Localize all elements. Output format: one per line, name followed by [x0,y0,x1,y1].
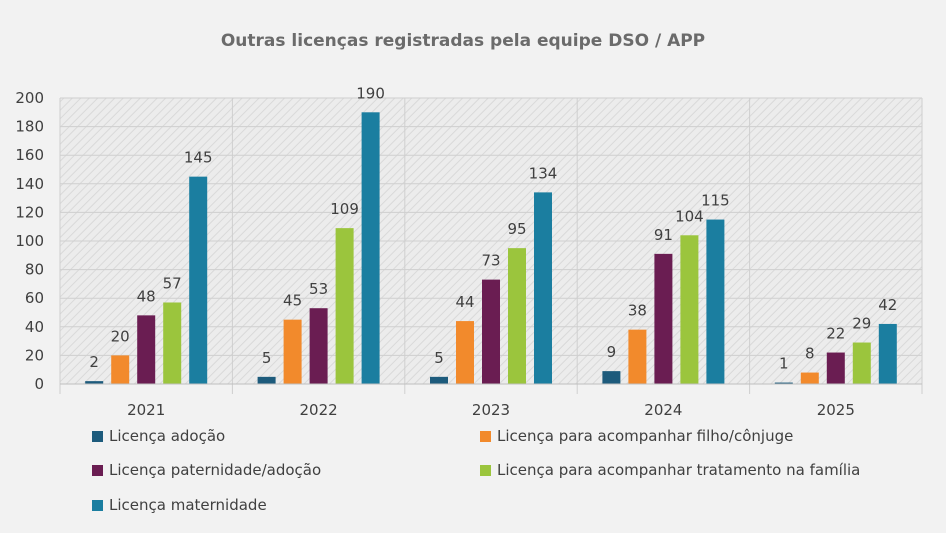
bar [283,319,302,384]
bar [361,112,380,385]
bar [189,176,208,384]
y-tick-label: 200 [15,89,44,107]
data-label: 22 [826,325,845,343]
data-label: 95 [507,220,526,238]
data-label: 29 [852,315,871,333]
bar [335,228,354,384]
bar [85,381,104,384]
data-label: 5 [262,349,272,367]
bar [111,355,130,384]
data-label: 44 [455,293,474,311]
bar [878,323,897,384]
data-label: 53 [309,280,328,298]
bar [706,219,725,384]
bar [163,302,182,384]
y-tick-label: 120 [15,203,44,221]
bar [680,235,699,384]
data-label: 134 [529,164,558,182]
chart-title: Outras licenças registradas pela equipe … [221,31,705,51]
bar [852,342,871,384]
data-label: 1 [779,355,789,373]
x-tick-label: 2025 [817,401,855,419]
data-label: 104 [675,207,704,225]
x-tick-label: 2021 [127,401,165,419]
bar [534,192,552,384]
data-label: 115 [701,192,730,210]
data-label: 109 [330,200,359,218]
bar [800,372,819,384]
data-label: 9 [607,343,617,361]
data-label: 20 [111,327,130,345]
y-tick-label: 20 [25,346,44,364]
bar [430,376,448,384]
y-tick-label: 40 [25,318,44,336]
bar [257,376,276,384]
y-tick-label: 60 [25,289,44,307]
bar [654,253,673,384]
bar [456,321,474,384]
y-tick-label: 160 [15,146,44,164]
data-label: 42 [878,296,897,314]
bar [774,382,793,384]
data-label: 5 [434,349,444,367]
data-label: 48 [137,287,156,305]
data-label: 38 [628,302,647,320]
data-label: 45 [283,292,302,310]
data-label: 145 [184,149,213,167]
y-tick-label: 140 [15,175,44,193]
bar [602,371,621,384]
bars [85,112,897,385]
x-tick-label: 2022 [300,401,338,419]
bar [137,315,156,384]
data-label: 57 [163,274,182,292]
bar [508,248,526,384]
bar [309,308,328,384]
y-tick-label: 80 [25,261,44,279]
y-tick-label: 100 [15,232,44,250]
bar [826,352,845,384]
x-tick-label: 2024 [644,401,682,419]
data-label: 91 [654,226,673,244]
bar [628,329,647,384]
data-label: 8 [805,345,815,363]
y-tick-label: 180 [15,118,44,136]
data-label: 73 [481,252,500,270]
data-label: 2 [89,353,99,371]
y-tick-label: 0 [34,375,44,393]
data-label: 190 [356,84,385,102]
x-tick-label: 2023 [472,401,510,419]
bar [482,279,500,384]
